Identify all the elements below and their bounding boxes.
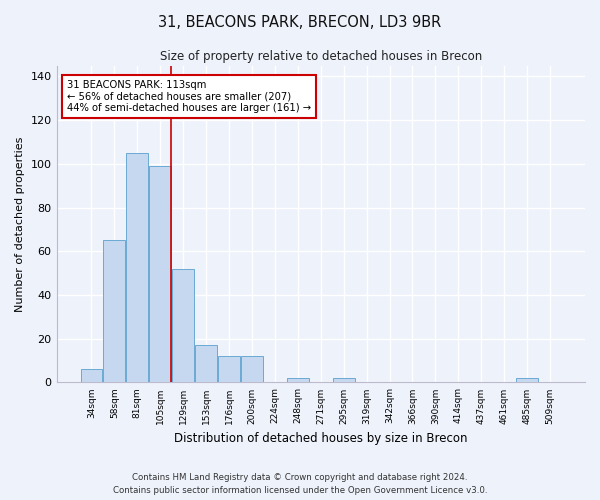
Title: Size of property relative to detached houses in Brecon: Size of property relative to detached ho… — [160, 50, 482, 63]
Bar — [149, 166, 171, 382]
Text: 31, BEACONS PARK, BRECON, LD3 9BR: 31, BEACONS PARK, BRECON, LD3 9BR — [158, 15, 442, 30]
Text: 31 BEACONS PARK: 113sqm
← 56% of detached houses are smaller (207)
44% of semi-d: 31 BEACONS PARK: 113sqm ← 56% of detache… — [67, 80, 311, 113]
Bar — [333, 378, 355, 382]
Bar — [195, 346, 217, 383]
Bar — [127, 153, 148, 382]
Bar — [172, 269, 194, 382]
Bar — [241, 356, 263, 382]
Bar — [80, 370, 103, 382]
Bar — [287, 378, 309, 382]
Y-axis label: Number of detached properties: Number of detached properties — [15, 136, 25, 312]
X-axis label: Distribution of detached houses by size in Brecon: Distribution of detached houses by size … — [174, 432, 467, 445]
Text: Contains HM Land Registry data © Crown copyright and database right 2024.
Contai: Contains HM Land Registry data © Crown c… — [113, 474, 487, 495]
Bar — [516, 378, 538, 382]
Bar — [218, 356, 240, 382]
Bar — [103, 240, 125, 382]
